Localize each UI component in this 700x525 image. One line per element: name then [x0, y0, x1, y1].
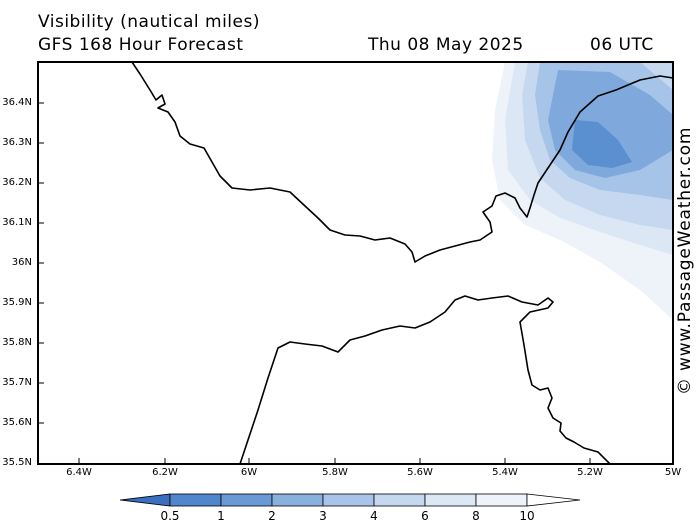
lon-label: 6.4W [66, 467, 92, 478]
colorbar-above-10 [526, 493, 581, 507]
colorbar-bin-2-3 [271, 493, 324, 507]
lat-label: 36N [11, 257, 32, 268]
lat-label: 36.3N [2, 137, 32, 148]
colorbar-label: 10 [519, 509, 535, 523]
colorbar-label: 6 [421, 509, 429, 523]
lon-label: 5.6W [407, 467, 433, 478]
lat-label: 35.5N [2, 457, 32, 468]
colorbar-bin-4-6 [373, 493, 426, 507]
lat-label: 35.7N [2, 377, 32, 388]
lon-label: 6W [240, 467, 258, 478]
forecast-date: Thu 08 May 2025 [368, 35, 524, 55]
colorbar-label: 1 [217, 509, 225, 523]
colorbar-below-0.5 [119, 493, 171, 507]
colorbar-label: 0.5 [160, 509, 180, 523]
lon-label: 5.8W [322, 467, 348, 478]
colorbar-bin-0.5-1 [169, 493, 222, 507]
colorbar [119, 493, 581, 507]
lon-label: 5.2W [577, 467, 603, 478]
colorbar-label: 3 [319, 509, 327, 523]
colorbar-label: 8 [472, 509, 480, 523]
lat-label: 35.9N [2, 297, 32, 308]
colorbar-label: 4 [370, 509, 378, 523]
lat-label: 36.2N [2, 177, 32, 188]
lat-label: 35.6N [2, 417, 32, 428]
lon-label: 6.2W [152, 467, 178, 478]
map-title: Visibility (nautical miles) [38, 12, 260, 32]
copyright-watermark: © www.PassageWeather.com [675, 126, 695, 395]
colorbar-bin-8-10 [475, 493, 528, 507]
colorbar-bin-1-2 [220, 493, 273, 507]
colorbar-bin-3-4 [322, 493, 375, 507]
colorbar-label: 2 [268, 509, 276, 523]
lat-label: 36.1N [2, 217, 32, 228]
lon-label: 5W [664, 467, 682, 478]
visibility-shading [492, 62, 673, 320]
lat-label: 35.8N [2, 337, 32, 348]
lat-ticks [38, 102, 44, 424]
lon-label: 5.4W [492, 467, 518, 478]
coastline-spain [131, 62, 673, 263]
lon-ticks [78, 458, 591, 464]
colorbar-bin-6-8 [424, 493, 477, 507]
visibility-band-2 [572, 120, 632, 168]
forecast-subtitle: GFS 168 Hour Forecast [38, 35, 244, 55]
forecast-time: 06 UTC [590, 35, 654, 55]
coastline-morocco [239, 295, 611, 464]
lat-label: 36.4N [2, 97, 32, 108]
